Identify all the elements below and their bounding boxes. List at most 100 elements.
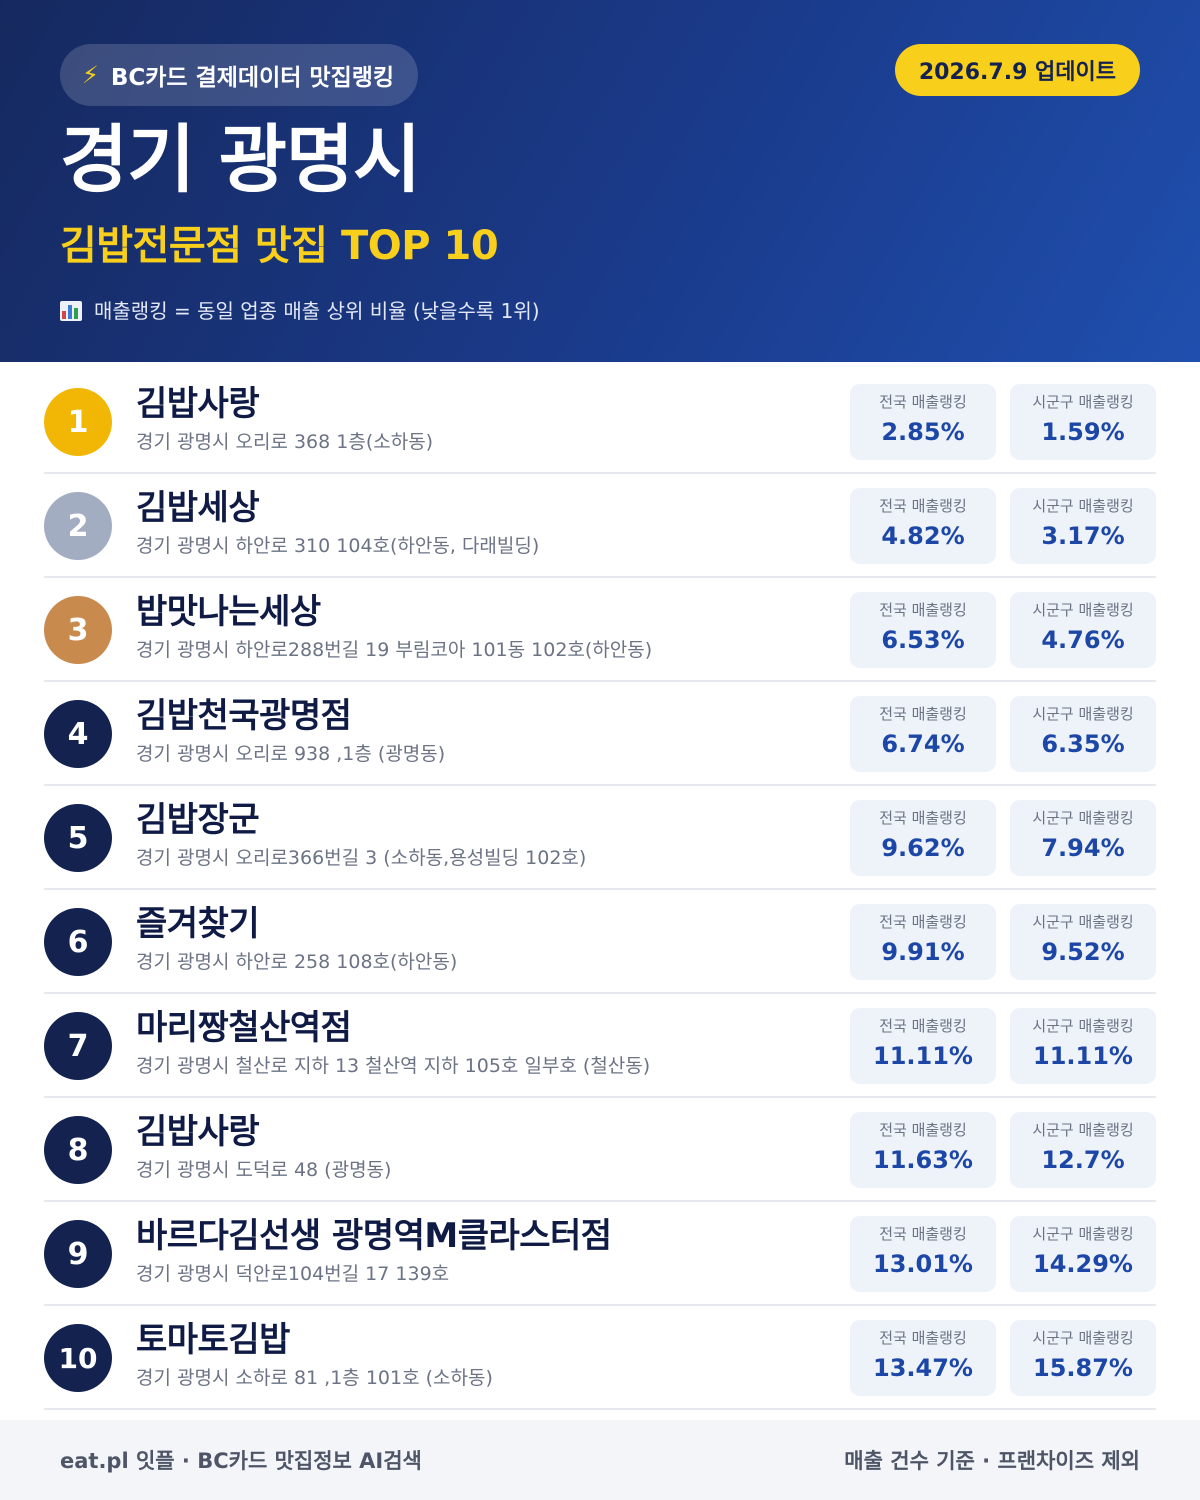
national-ranking-value: 13.01%: [873, 1250, 973, 1278]
ranking-note: 매출랭킹 = 동일 업종 매출 상위 비율 (낮을수록 1위): [60, 294, 540, 328]
national-ranking-label: 전국 매출랭킹: [879, 497, 967, 515]
national-ranking-card: 전국 매출랭킹 2.85%: [850, 384, 996, 460]
national-ranking-value: 11.63%: [873, 1146, 973, 1174]
national-ranking-label: 전국 매출랭킹: [879, 601, 967, 619]
national-ranking-card: 전국 매출랭킹 11.63%: [850, 1112, 996, 1188]
rank-badge: 5: [44, 804, 112, 872]
restaurant-name[interactable]: 김밥사랑: [136, 1112, 260, 1152]
page-subtitle: 김밥전문점 맛집 TOP 10: [60, 223, 499, 269]
district-ranking-card: 시군구 매출랭킹 1.59%: [1010, 384, 1156, 460]
national-ranking-value: 13.47%: [873, 1354, 973, 1382]
footer: eat.pl 잇플 · BC카드 맛집정보 AI검색 매출 건수 기준 · 프랜…: [0, 1420, 1200, 1500]
restaurant-address: 경기 광명시 하안로 258 108호(하안동): [136, 951, 458, 973]
national-ranking-value: 6.53%: [881, 626, 965, 654]
bar-chart-icon: [60, 301, 82, 321]
restaurant-row[interactable]: 1 김밥사랑 경기 광명시 오리로 368 1층(소하동) 전국 매출랭킹 2.85% 시…: [44, 370, 1156, 474]
lightning-bolt-icon: ⚡: [82, 61, 99, 89]
rank-badge: 6: [44, 908, 112, 976]
restaurant-address: 경기 광명시 소하로 81 ,1층 101호 (소하동): [136, 1367, 493, 1389]
rank-badge: 2: [44, 492, 112, 560]
rank-badge: 8: [44, 1116, 112, 1184]
national-ranking-card: 전국 매출랭킹 11.11%: [850, 1008, 996, 1084]
national-ranking-card: 전국 매출랭킹 9.91%: [850, 904, 996, 980]
district-ranking-label: 시군구 매출랭킹: [1032, 601, 1134, 619]
national-ranking-card: 전국 매출랭킹 9.62%: [850, 800, 996, 876]
district-ranking-label: 시군구 매출랭킹: [1032, 1121, 1134, 1139]
source-badge-text: BC카드 결제데이터 맛집랭킹: [110, 65, 395, 91]
restaurant-address: 경기 광명시 오리로 938 ,1층 (광명동): [136, 743, 446, 765]
national-ranking-label: 전국 매출랭킹: [879, 1121, 967, 1139]
page-title: 경기 광명시: [60, 117, 421, 203]
restaurant-name[interactable]: 김밥장군: [136, 800, 260, 840]
restaurant-name[interactable]: 토마토김밥: [136, 1320, 290, 1360]
restaurant-name[interactable]: 즐겨찾기: [136, 904, 260, 944]
national-ranking-value: 6.74%: [881, 730, 965, 758]
restaurant-name[interactable]: 밥맛나는세상: [136, 592, 321, 632]
district-ranking-value: 3.17%: [1041, 522, 1125, 550]
district-ranking-value: 12.7%: [1041, 1146, 1125, 1174]
national-ranking-label: 전국 매출랭킹: [879, 809, 967, 827]
footer-source: eat.pl 잇플 · BC카드 맛집정보 AI검색: [60, 1449, 422, 1473]
restaurant-address: 경기 광명시 덕안로104번길 17 139호: [136, 1263, 450, 1285]
national-ranking-value: 11.11%: [873, 1042, 973, 1070]
rank-badge: 9: [44, 1220, 112, 1288]
restaurant-address: 경기 광명시 오리로 368 1층(소하동): [136, 431, 434, 453]
district-ranking-card: 시군구 매출랭킹 15.87%: [1010, 1320, 1156, 1396]
district-ranking-card: 시군구 매출랭킹 9.52%: [1010, 904, 1156, 980]
district-ranking-value: 11.11%: [1033, 1042, 1133, 1070]
national-ranking-card: 전국 매출랭킹 4.82%: [850, 488, 996, 564]
district-ranking-value: 15.87%: [1033, 1354, 1133, 1382]
restaurant-name[interactable]: 김밥세상: [136, 488, 260, 528]
district-ranking-label: 시군구 매출랭킹: [1032, 809, 1134, 827]
national-ranking-card: 전국 매출랭킹 6.74%: [850, 696, 996, 772]
source-badge: ⚡ BC카드 결제데이터 맛집랭킹: [60, 44, 419, 106]
rank-badge: 1: [44, 388, 112, 456]
district-ranking-value: 7.94%: [1041, 834, 1125, 862]
restaurant-name[interactable]: 김밥천국광명점: [136, 696, 352, 736]
national-ranking-label: 전국 매출랭킹: [879, 393, 967, 411]
restaurant-address: 경기 광명시 도덕로 48 (광명동): [136, 1159, 392, 1181]
district-ranking-label: 시군구 매출랭킹: [1032, 1017, 1134, 1035]
rank-badge: 10: [44, 1324, 112, 1392]
update-date-badge: 2026.7.9 업데이트: [894, 44, 1140, 96]
district-ranking-label: 시군구 매출랭킹: [1032, 1329, 1134, 1347]
national-ranking-value: 9.62%: [881, 834, 965, 862]
rank-badge: 3: [44, 596, 112, 664]
national-ranking-card: 전국 매출랭킹 13.01%: [850, 1216, 996, 1292]
restaurant-address: 경기 광명시 철산로 지하 13 철산역 지하 105호 일부호 (철산동): [136, 1055, 651, 1077]
district-ranking-label: 시군구 매출랭킹: [1032, 497, 1134, 515]
district-ranking-card: 시군구 매출랭킹 4.76%: [1010, 592, 1156, 668]
national-ranking-label: 전국 매출랭킹: [879, 1225, 967, 1243]
national-ranking-card: 전국 매출랭킹 13.47%: [850, 1320, 996, 1396]
district-ranking-label: 시군구 매출랭킹: [1032, 393, 1134, 411]
national-ranking-card: 전국 매출랭킹 6.53%: [850, 592, 996, 668]
national-ranking-label: 전국 매출랭킹: [879, 1329, 967, 1347]
district-ranking-card: 시군구 매출랭킹 3.17%: [1010, 488, 1156, 564]
restaurant-name[interactable]: 김밥사랑: [136, 384, 260, 424]
restaurant-address: 경기 광명시 오리로366번길 3 (소하동,용성빌딩 102호): [136, 847, 587, 869]
rank-badge: 7: [44, 1012, 112, 1080]
district-ranking-value: 1.59%: [1041, 418, 1125, 446]
national-ranking-value: 4.82%: [881, 522, 965, 550]
restaurant-name[interactable]: 마리짱철산역점: [136, 1008, 352, 1048]
rank-badge: 4: [44, 700, 112, 768]
footer-criteria: 매출 건수 기준 · 프랜차이즈 제외: [844, 1449, 1140, 1473]
district-ranking-value: 6.35%: [1041, 730, 1125, 758]
district-ranking-label: 시군구 매출랭킹: [1032, 913, 1134, 931]
restaurant-address: 경기 광명시 하안로 310 104호(하안동, 다래빌딩): [136, 535, 540, 557]
district-ranking-label: 시군구 매출랭킹: [1032, 1225, 1134, 1243]
national-ranking-label: 전국 매출랭킹: [879, 913, 967, 931]
district-ranking-card: 시군구 매출랭킹 7.94%: [1010, 800, 1156, 876]
header-banner: ⚡ BC카드 결제데이터 맛집랭킹 2026.7.9 업데이트 경기 광명시 김…: [0, 0, 1200, 362]
restaurant-name[interactable]: 바르다김선생 광명역M클라스터점: [136, 1216, 612, 1256]
restaurant-address: 경기 광명시 하안로288번길 19 부림코아 101동 102호(하안동): [136, 639, 653, 661]
